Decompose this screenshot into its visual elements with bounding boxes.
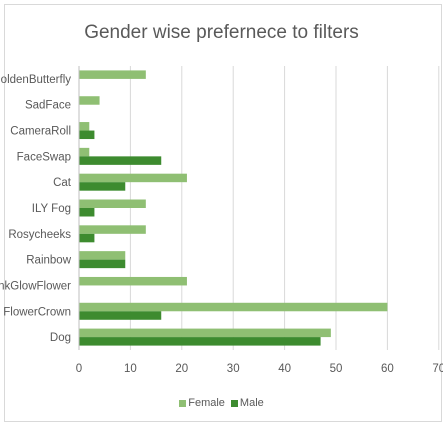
x-tick-label: 40: [278, 363, 291, 375]
legend-swatch: [179, 399, 187, 407]
legend: Female Male: [0, 397, 443, 409]
legend-label: Female: [188, 397, 225, 409]
bar-male: [79, 337, 321, 346]
bar-female: [79, 251, 126, 260]
legend-item-female: Female: [179, 397, 225, 409]
bar-male: [79, 130, 95, 140]
chart-area: [4, 4, 442, 422]
bar-female: [79, 225, 146, 234]
category-label: PinkGlowFlower: [0, 280, 71, 292]
x-tick-label: 10: [124, 363, 137, 375]
x-tick-label: 50: [330, 363, 343, 375]
bar-male: [79, 259, 126, 269]
category-label: SadFace: [25, 100, 71, 112]
category-label: FaceSwap: [17, 151, 71, 163]
x-tick-label: 70: [432, 363, 443, 375]
chart-title: Gender wise prefernece to filters: [84, 22, 359, 43]
category-label: FlowerCrown: [3, 306, 71, 318]
x-tick-label: 30: [227, 363, 240, 375]
bar-male: [79, 233, 95, 243]
category-label: Rosycheeks: [8, 229, 71, 241]
x-tick-label: 20: [175, 363, 188, 375]
legend-label: Male: [239, 397, 264, 409]
bar-female: [79, 302, 388, 312]
x-tick-label: 60: [381, 363, 394, 375]
bar-male: [79, 208, 95, 217]
bar-male: [79, 156, 162, 165]
bar-female: [79, 70, 146, 79]
bar-female: [79, 328, 331, 338]
category-label: CameraRoll: [10, 126, 71, 138]
bar-male: [79, 311, 162, 320]
bar-male: [79, 182, 126, 191]
bar-female: [79, 147, 90, 157]
category-label: ILY Fog: [32, 203, 71, 215]
category-label: Dog: [50, 332, 71, 344]
bar-female: [79, 122, 90, 131]
bar-female: [79, 199, 146, 208]
category-label: Rainbow: [26, 255, 71, 267]
legend-item-male: Male: [230, 397, 264, 409]
x-tick-label: 0: [76, 363, 82, 375]
category-label: GoldenButterfly: [0, 74, 71, 86]
bar-female: [79, 96, 100, 105]
category-label: Cat: [53, 177, 72, 189]
bar-female: [79, 276, 187, 286]
legend-swatch: [230, 399, 238, 407]
bar-female: [79, 173, 187, 183]
